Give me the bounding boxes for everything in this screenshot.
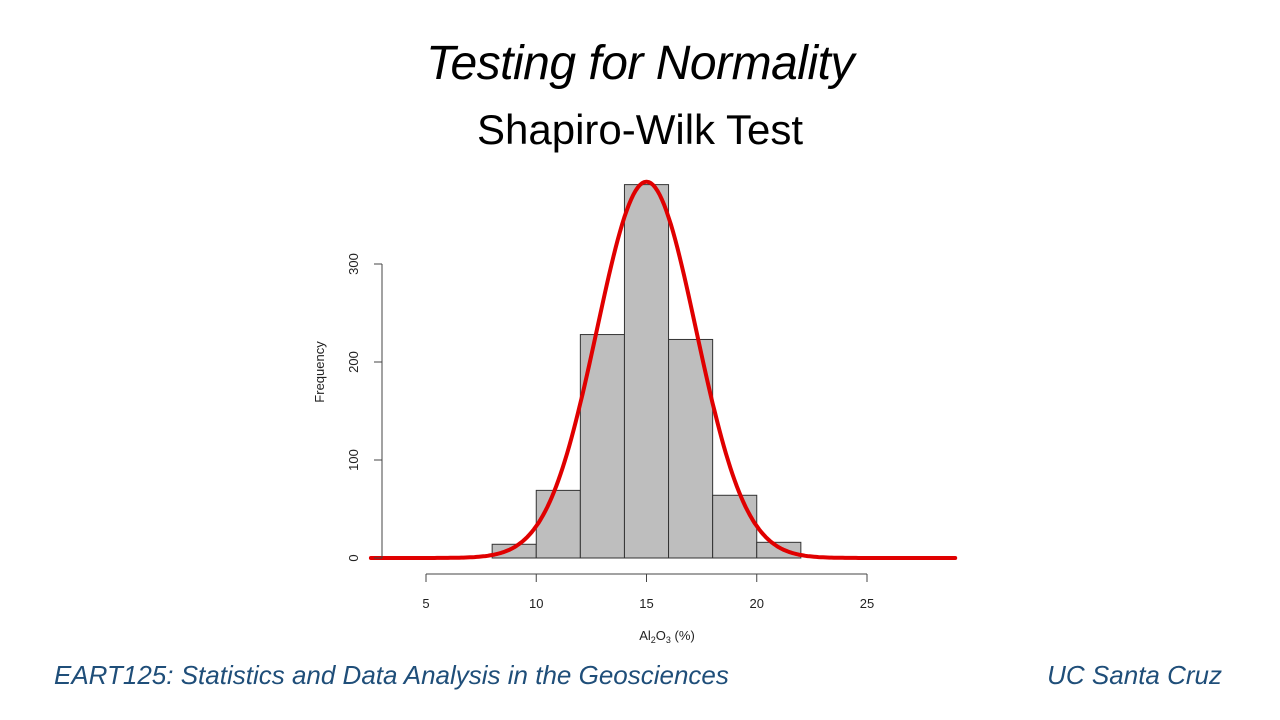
x-axis-label: Al2O3 (%) bbox=[639, 628, 695, 645]
y-tick-label: 300 bbox=[346, 253, 361, 275]
histogram-bar bbox=[535, 489, 581, 559]
y-tick-label: 100 bbox=[346, 449, 361, 471]
x-tick-label: 25 bbox=[860, 596, 874, 611]
y-axis: 0 100 200 300 bbox=[346, 253, 383, 562]
x-axis: 5 10 15 20 25 bbox=[422, 573, 874, 611]
histogram-bar bbox=[756, 541, 802, 559]
histogram-bar bbox=[623, 184, 670, 559]
slide-title: Testing for Normality bbox=[426, 37, 854, 90]
y-axis-label: Frequency bbox=[312, 341, 327, 403]
course-footer: EART125: Statistics and Data Analysis in… bbox=[54, 660, 729, 690]
x-tick-label: 20 bbox=[750, 596, 764, 611]
x-tick-label: 5 bbox=[422, 596, 429, 611]
histogram-bars bbox=[491, 184, 802, 559]
y-tick-label: 200 bbox=[346, 351, 361, 373]
y-tick-label: 0 bbox=[346, 554, 361, 561]
histogram-bar bbox=[712, 494, 758, 559]
normal-curve bbox=[368, 179, 958, 560]
x-tick-label: 10 bbox=[529, 596, 543, 611]
institution-footer: UC Santa Cruz bbox=[1047, 660, 1222, 690]
slide-subtitle: Shapiro-Wilk Test bbox=[477, 106, 803, 153]
x-tick-label: 15 bbox=[639, 596, 653, 611]
